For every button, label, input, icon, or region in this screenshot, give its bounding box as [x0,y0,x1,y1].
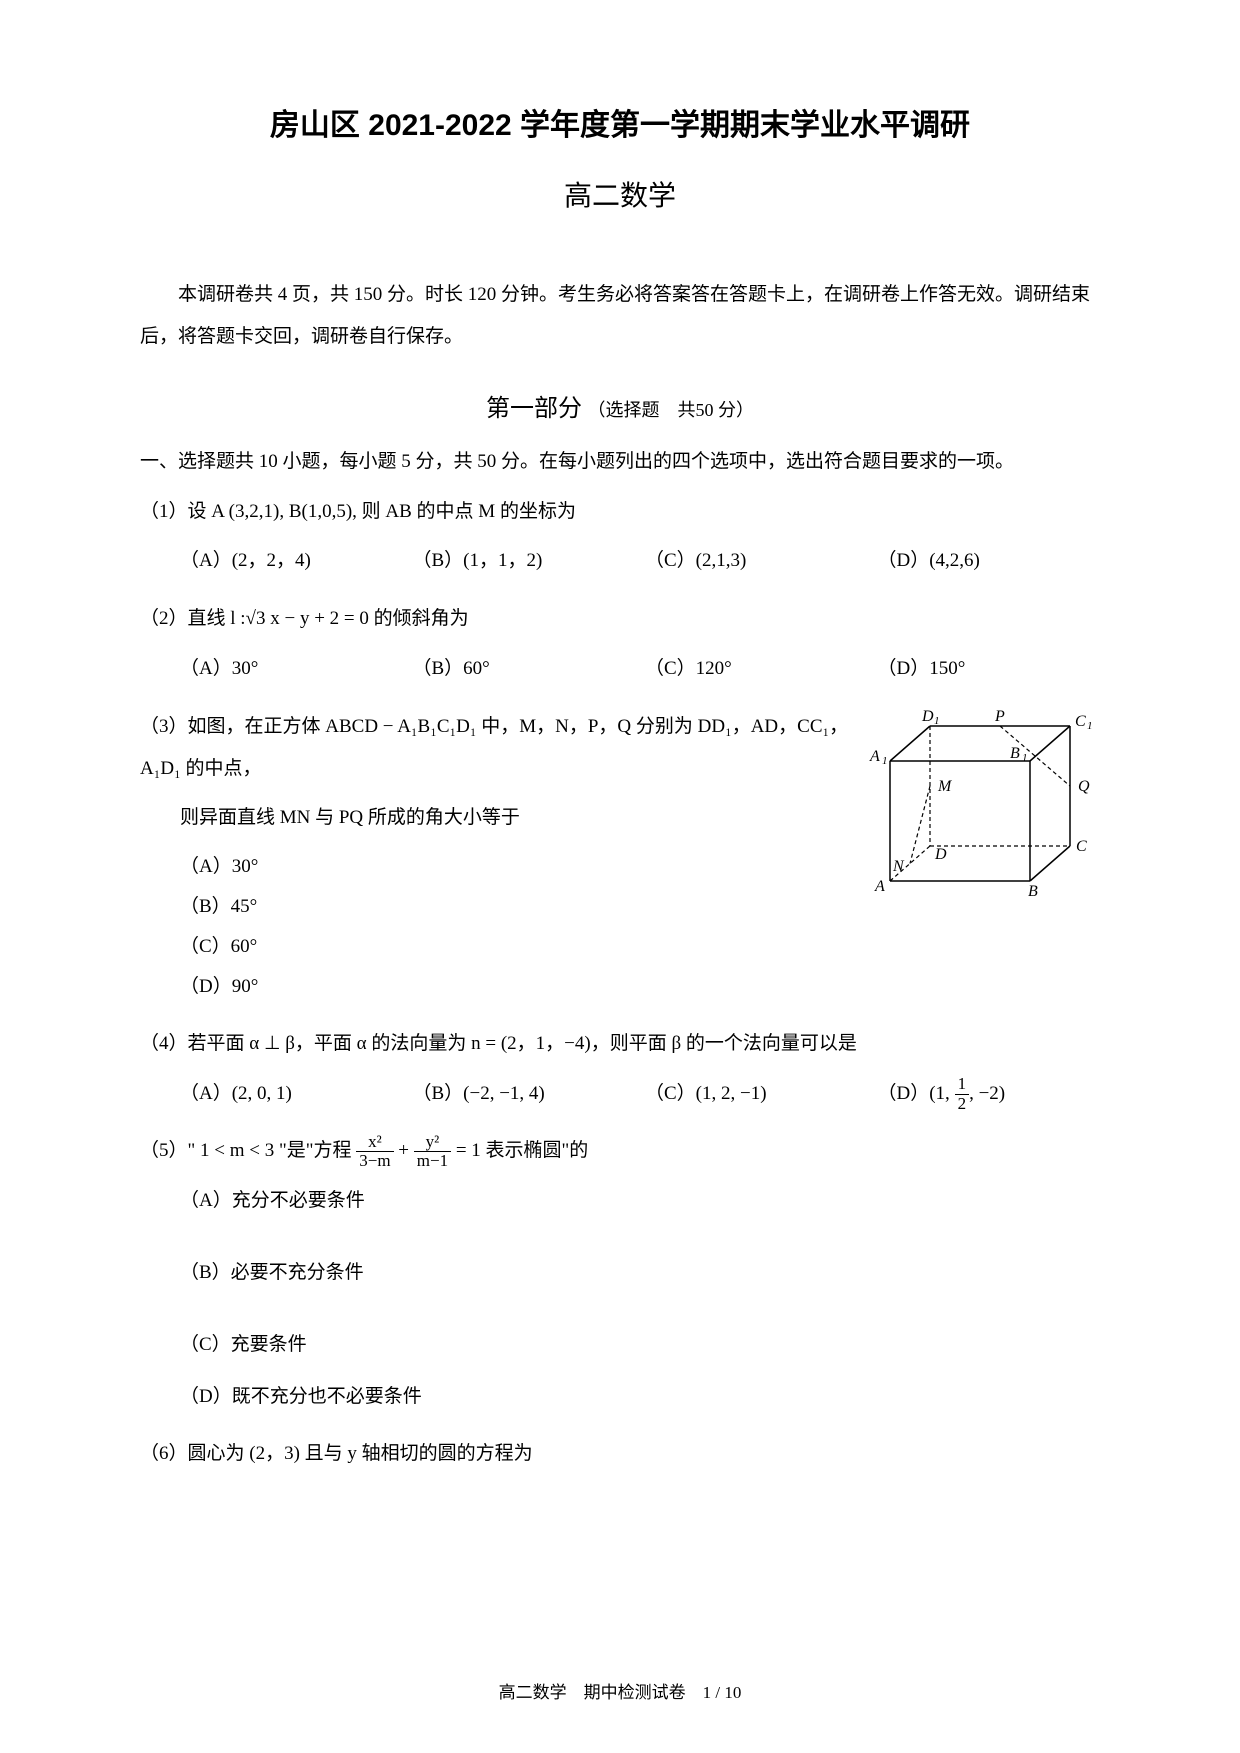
question-1-options: （A）(2，2，4) （B）(1，1，2) （C）(2,1,3) （D）(4,2… [140,540,1100,582]
question-4-stem: （4）若平面 α ⊥ β，平面 α 的法向量为 n = (2，1，−4)，则平面… [140,1023,1100,1065]
question-2: （2）直线 l :√3 x − y + 2 = 0 的倾斜角为 （A）30° （… [140,598,1100,690]
q4-d-prefix: （D）(1, [878,1083,955,1104]
q2-option-b: （B）60° [413,648,636,690]
question-6-stem: （6）圆心为 (2，3) 且与 y 轴相切的圆的方程为 [140,1433,1100,1475]
question-3-stem-1: （3）如图，在正方体 ABCD − A₁B₁C₁D₁ 中，M，N，P，Q 分别为… [140,706,860,790]
label-n: N [892,858,905,875]
q5-frac-1: x²3−m [356,1133,393,1171]
cube-diagram: D1 P C1 A1 M B1 Q N D C A B [860,706,1100,1007]
label-m: M [937,778,953,795]
q5-option-c: （C）充要条件 [180,1324,640,1366]
section-1-subtitle: （选择题 共50 分） [588,400,755,420]
q1-option-a: （A）(2，2，4) [180,540,403,582]
exam-instructions: 本调研卷共 4 页，共 150 分。时长 120 分钟。考生务必将答案答在答题卡… [140,274,1100,358]
label-b: B [1028,883,1038,900]
label-p: P [994,708,1005,725]
question-3-options: （A）30° （B）45° （C）60° （D）90° [140,847,860,1007]
section-1-title: 第一部分 [486,396,582,422]
page-subtitle: 高二数学 [140,174,1100,214]
question-6: （6）圆心为 (2，3) 且与 y 轴相切的圆的方程为 [140,1433,1100,1475]
q1-option-c: （C）(2,1,3) [645,540,868,582]
q2-option-d: （D）150° [878,648,1101,690]
page-footer: 高二数学 期中检测试卷 1 / 10 [0,1678,1240,1703]
label-d: D [934,846,947,863]
svg-text:1: 1 [934,715,940,727]
q4-option-b: （B）(−2, −1, 4) [413,1073,636,1115]
q2-option-a: （A）30° [180,648,403,690]
question-1-stem: （1）设 A (3,2,1), B(1,0,5), 则 AB 的中点 M 的坐标… [140,491,1100,533]
svg-text:1: 1 [1022,752,1028,764]
page-title: 房山区 2021-2022 学年度第一学期期末学业水平调研 [140,100,1100,144]
question-2-options: （A）30° （B）60° （C）120° （D）150° [140,648,1100,690]
q5-stem-prefix: （5）" 1 < m < 3 "是"方程 [140,1140,356,1161]
q4-option-d: （D）(1, 12, −2) [878,1073,1101,1115]
q3-option-b: （B）45° [180,887,860,927]
q4-d-fraction: 12 [955,1075,970,1113]
q1-option-b: （B）(1，1，2) [413,540,636,582]
svg-text:1: 1 [882,755,888,767]
question-3: （3）如图，在正方体 ABCD − A₁B₁C₁D₁ 中，M，N，P，Q 分别为… [140,706,1100,1007]
label-c1: C [1075,713,1086,730]
section-1-description: 一、选择题共 10 小题，每小题 5 分，共 50 分。在每小题列出的四个选项中… [140,443,1100,481]
svg-text:1: 1 [1087,720,1093,732]
q4-option-c: （C）(1, 2, −1) [645,1073,868,1115]
question-5-stem: （5）" 1 < m < 3 "是"方程 x²3−m + y²m−1 = 1 表… [140,1130,1100,1172]
q3-option-a: （A）30° [180,847,860,887]
question-5: （5）" 1 < m < 3 "是"方程 x²3−m + y²m−1 = 1 表… [140,1130,1100,1417]
q5-option-a: （A）充分不必要条件 [180,1180,640,1222]
q2-option-c: （C）120° [645,648,868,690]
label-q: Q [1078,778,1090,795]
section-1-header: 第一部分 （选择题 共50 分） [140,388,1100,423]
question-5-options: （A）充分不必要条件 （B）必要不充分条件 （C）充要条件 （D）既不充分也不必… [140,1180,1100,1417]
label-c: C [1076,838,1087,855]
question-1: （1）设 A (3,2,1), B(1,0,5), 则 AB 的中点 M 的坐标… [140,491,1100,583]
q1-option-d: （D）(4,2,6) [878,540,1101,582]
label-a1: A [869,748,880,765]
q4-option-a: （A）(2, 0, 1) [180,1073,403,1115]
q3-option-c: （C）60° [180,927,860,967]
label-a: A [874,878,885,895]
q5-option-b: （B）必要不充分条件 [180,1252,640,1294]
q4-d-suffix: , −2) [969,1083,1005,1104]
question-2-stem: （2）直线 l :√3 x − y + 2 = 0 的倾斜角为 [140,598,1100,640]
label-d1: D [921,708,934,725]
q5-plus: + [398,1140,413,1161]
q5-frac-2: y²m−1 [414,1133,451,1171]
question-4: （4）若平面 α ⊥ β，平面 α 的法向量为 n = (2，1，−4)，则平面… [140,1023,1100,1115]
question-3-stem-2: 则异面直线 MN 与 PQ 所成的角大小等于 [140,797,860,839]
question-4-options: （A）(2, 0, 1) （B）(−2, −1, 4) （C）(1, 2, −1… [140,1073,1100,1115]
q5-option-d: （D）既不充分也不必要条件 [180,1376,640,1418]
q3-option-d: （D）90° [180,967,860,1007]
label-b1: B [1010,745,1020,762]
q5-stem-suffix: = 1 表示椭圆"的 [456,1140,588,1161]
